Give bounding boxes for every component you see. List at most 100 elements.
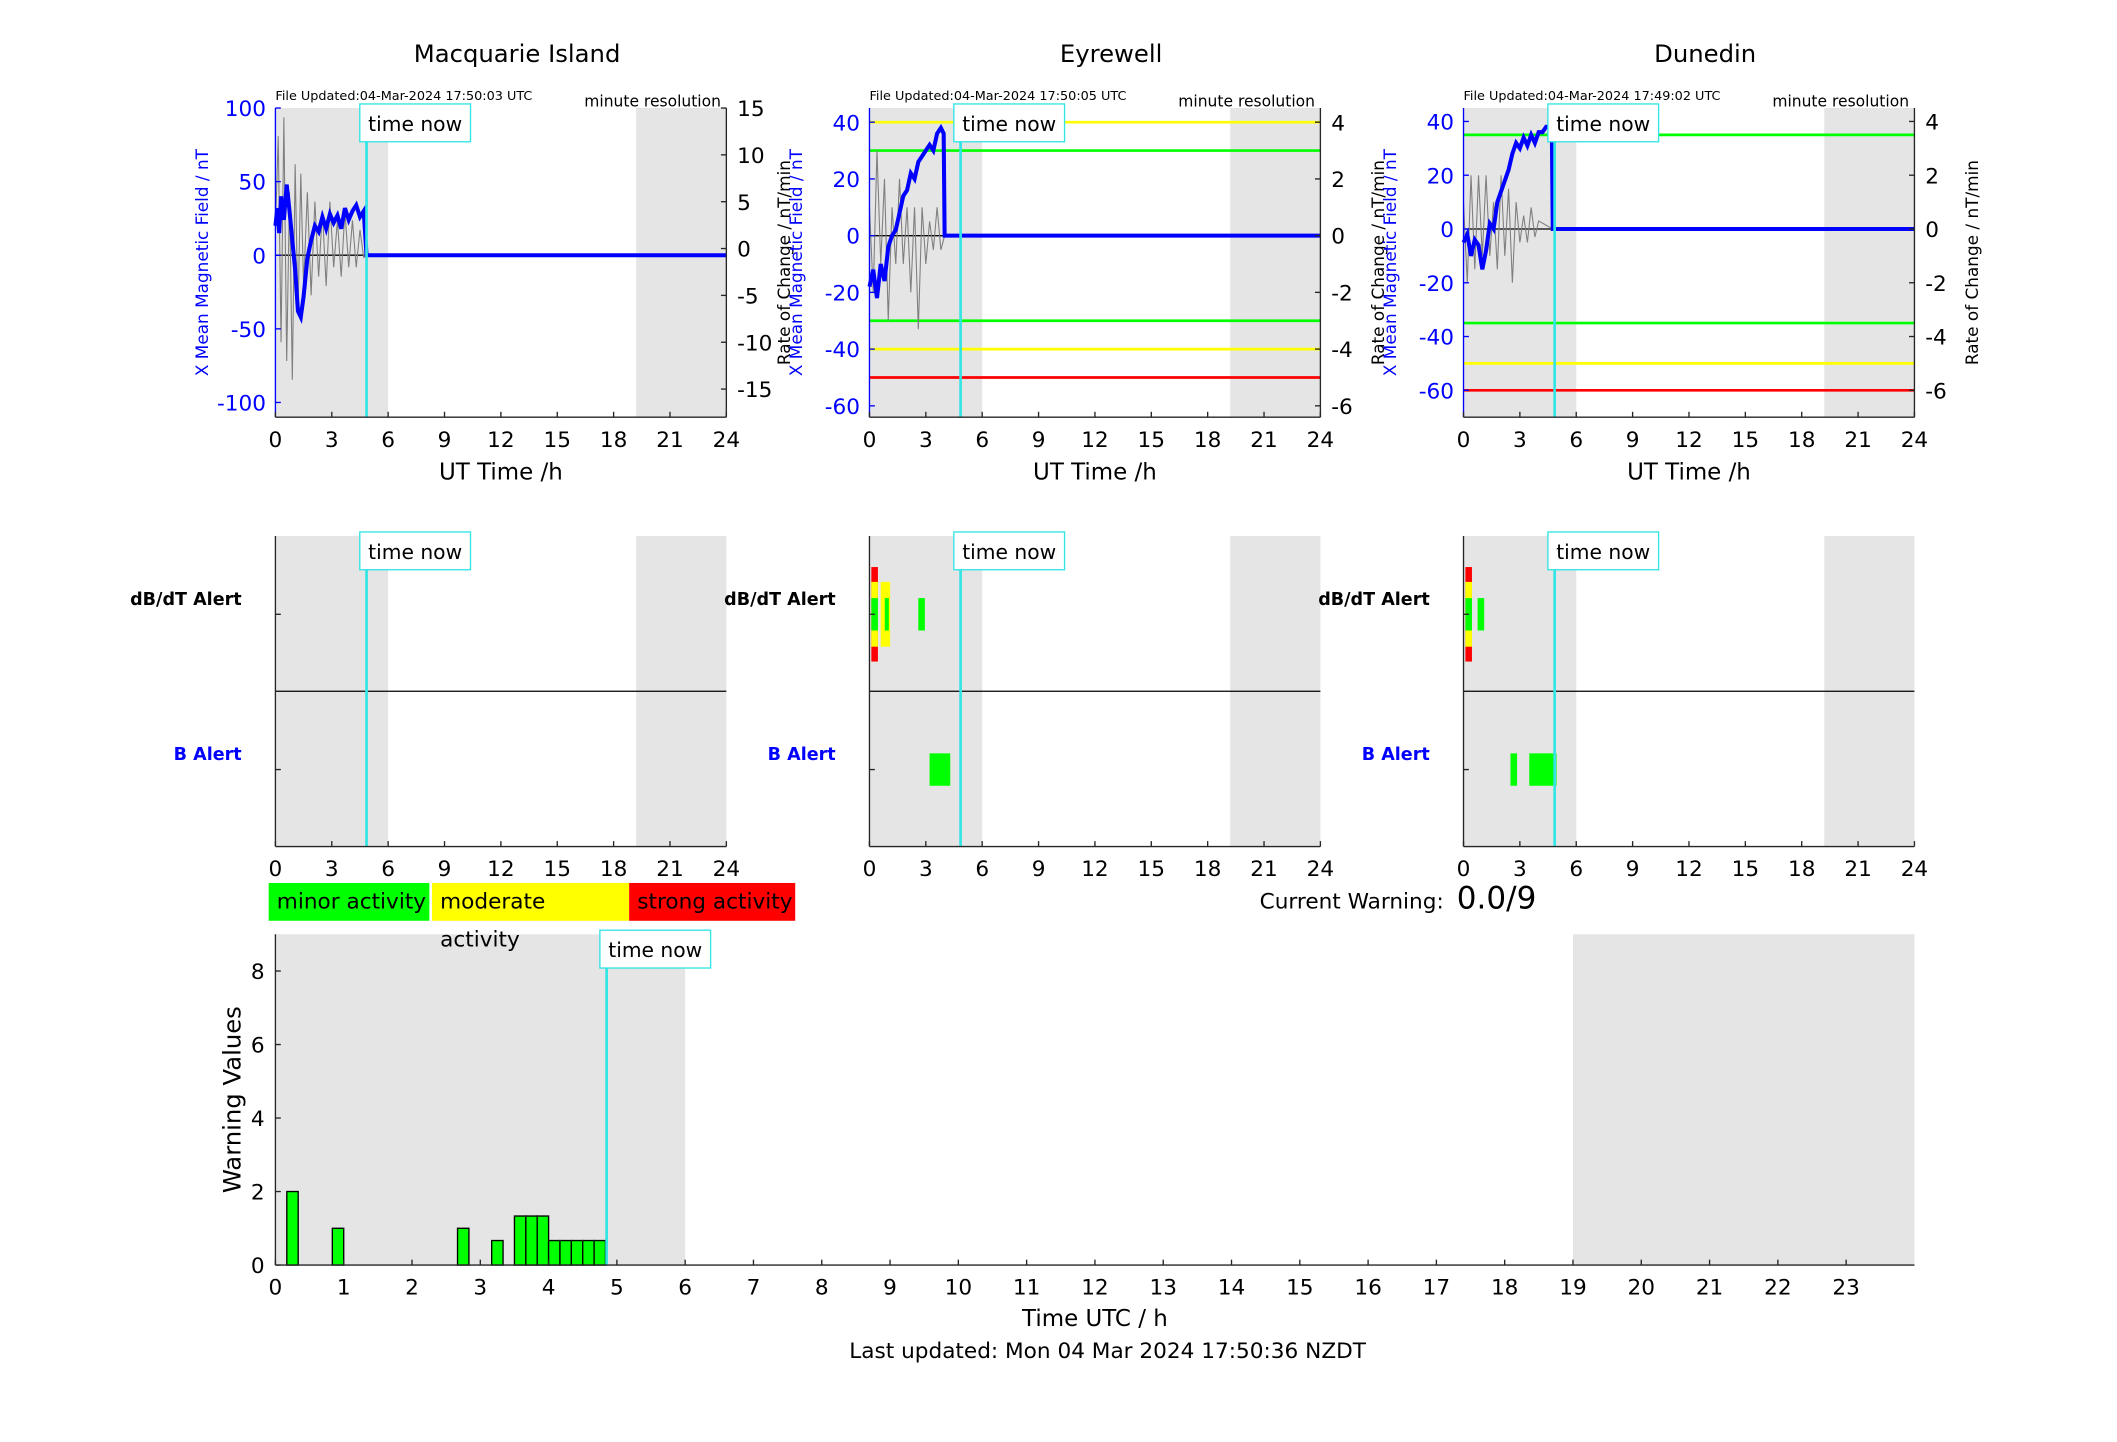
x-tick-label: 21 [1844, 857, 1871, 882]
y-axis-title-right: Rate of Change / nT/min [774, 160, 794, 365]
x-tick-label: 8 [815, 1276, 829, 1301]
y-tick-label-left: 20 [1427, 164, 1454, 189]
warning-bar [559, 1239, 573, 1266]
x-tick-label: 0 [863, 857, 877, 882]
x-tick-label: 10 [945, 1276, 972, 1301]
y-tick-label-left: -60 [1419, 379, 1454, 404]
y-tick-label-left: 100 [225, 97, 266, 122]
x-tick-label: 18 [1491, 1276, 1518, 1301]
rate-of-change-line [868, 150, 946, 330]
x-tick-label: 11 [1013, 1276, 1040, 1301]
x-tick-label: 21 [656, 428, 683, 453]
x-axis-title: UT Time /h [439, 459, 563, 485]
x-tick-label: 9 [1626, 857, 1640, 882]
x-tick-label: 9 [438, 428, 452, 453]
alert-bar-minor [1510, 753, 1518, 786]
x-tick-label: 15 [544, 428, 571, 453]
x-tick-label: 24 [1901, 428, 1928, 453]
alert-bar-minor [929, 753, 951, 786]
warning-bar [456, 1227, 470, 1266]
x-tick-label: 6 [975, 857, 989, 882]
y-tick-label-left: 0 [1440, 218, 1454, 243]
x-tick-label: 9 [1032, 428, 1046, 453]
alert-bar-minor [1529, 753, 1557, 786]
x-tick-label: 12 [1675, 428, 1702, 453]
warning-bar [547, 1239, 561, 1266]
file-updated-text: File Updated:04-Mar-2024 17:50:05 UTC [869, 89, 1126, 104]
b-alert-label: B Alert [768, 745, 836, 765]
x-tick-label: 19 [1559, 1276, 1586, 1301]
x-tick-label: 12 [1675, 857, 1702, 882]
y-tick-label-left: 20 [833, 168, 860, 193]
night-shading [1824, 108, 1915, 418]
x-tick-label: 0 [269, 857, 283, 882]
y-tick-label-left: -40 [825, 338, 860, 363]
x-tick-label: 12 [487, 428, 514, 453]
x-tick-label: 18 [600, 428, 627, 453]
rate-of-change-line [1462, 175, 1554, 283]
x-tick-label: 3 [473, 1276, 487, 1301]
x-tick-label: 20 [1628, 1276, 1655, 1301]
x-axis-title: UT Time /h [1627, 459, 1751, 485]
y-tick-label: 0 [251, 1254, 265, 1279]
legend-strong-activity: strong activity [629, 882, 796, 921]
file-updated-text: File Updated:04-Mar-2024 17:49:02 UTC [1464, 89, 1721, 104]
x-tick-label: 15 [1138, 428, 1165, 453]
warning-bar [570, 1239, 584, 1266]
legend-minor-activity: minor activity [268, 882, 430, 921]
x-tick-label: 21 [1250, 857, 1277, 882]
y-tick-label-left: -100 [217, 392, 266, 417]
y-tick-label-right: -4 [1331, 338, 1353, 363]
warning-bar [513, 1215, 527, 1266]
x-tick-label: 24 [1901, 857, 1928, 882]
y-tick-label-right: 10 [737, 144, 764, 169]
x-tick-label: 7 [747, 1276, 761, 1301]
x-tick-label: 17 [1423, 1276, 1450, 1301]
resolution-text: minute resolution [584, 93, 721, 111]
rate-of-change-line [274, 117, 368, 380]
alert-bar-minor [884, 598, 889, 631]
y-axis-title-left: X Mean Magnetic Field / nT [192, 148, 212, 376]
warning-bar [491, 1239, 504, 1266]
y-axis-title: Warning Values [217, 1006, 246, 1193]
legend-moderate-activity: moderate activity [432, 882, 630, 952]
y-tick-label-left: 0 [846, 225, 860, 250]
y-tick-label: 4 [251, 1107, 265, 1132]
x-tick-label: 13 [1149, 1276, 1176, 1301]
x-tick-label: 6 [1569, 857, 1583, 882]
warning-bar [331, 1227, 345, 1266]
x-tick-label: 18 [1788, 428, 1815, 453]
x-tick-label: 15 [1138, 857, 1165, 882]
x-tick-label: 15 [1732, 857, 1759, 882]
time-now-label: time now [608, 938, 702, 962]
night-shading [275, 934, 686, 1266]
y-tick-label-left: -60 [825, 395, 860, 420]
x-tick-label: 0 [1457, 428, 1471, 453]
b-alert-label: B Alert [1362, 745, 1430, 765]
night-shading [1230, 108, 1321, 418]
x-tick-label: 6 [381, 857, 395, 882]
panel-title: Macquarie Island [414, 39, 621, 68]
y-tick-label-left: 50 [238, 171, 265, 196]
y-tick-label-right: -2 [1331, 281, 1353, 306]
x-tick-label: 12 [1081, 428, 1108, 453]
y-tick-label-right: -4 [1925, 326, 1947, 351]
x-tick-label: 21 [1696, 1276, 1723, 1301]
x-tick-label: 3 [325, 857, 339, 882]
y-tick-label-right: -15 [737, 378, 772, 403]
magnetic-field-line [1461, 124, 1915, 270]
y-tick-label-right: -2 [1925, 272, 1947, 297]
x-tick-label: 0 [269, 1276, 283, 1301]
alert-bar-minor [918, 598, 925, 631]
x-tick-label: 15 [1286, 1276, 1313, 1301]
x-tick-label: 3 [325, 428, 339, 453]
x-tick-label: 12 [1081, 1276, 1108, 1301]
y-tick-label-right: 15 [737, 97, 764, 122]
x-tick-label: 9 [438, 857, 452, 882]
current-warning-value: 0.0/9 [1456, 881, 1537, 917]
night-shading [1572, 934, 1915, 1266]
time-now-box [953, 531, 1066, 571]
x-axis-title: Time UTC / h [1021, 1306, 1168, 1332]
y-tick-label-right: 4 [1925, 111, 1939, 136]
